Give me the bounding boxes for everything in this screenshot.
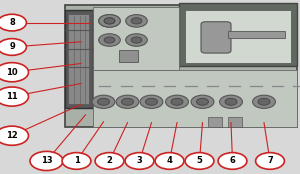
Text: 5: 5	[196, 156, 202, 165]
Circle shape	[146, 98, 158, 105]
Text: 13: 13	[41, 156, 52, 165]
Circle shape	[185, 153, 214, 169]
Circle shape	[0, 126, 28, 145]
Circle shape	[92, 95, 115, 108]
FancyBboxPatch shape	[178, 3, 297, 66]
Text: 12: 12	[6, 131, 18, 140]
FancyBboxPatch shape	[228, 117, 242, 127]
FancyBboxPatch shape	[64, 5, 297, 127]
Circle shape	[131, 37, 142, 43]
Circle shape	[256, 153, 284, 169]
Text: 7: 7	[267, 156, 273, 165]
Text: 2: 2	[106, 156, 112, 165]
Circle shape	[131, 18, 142, 24]
Circle shape	[0, 14, 26, 31]
Circle shape	[125, 153, 154, 169]
Circle shape	[258, 98, 270, 105]
FancyBboxPatch shape	[208, 117, 222, 127]
Circle shape	[155, 153, 184, 169]
Circle shape	[116, 95, 139, 108]
FancyBboxPatch shape	[64, 10, 93, 108]
Text: 8: 8	[9, 18, 15, 27]
Circle shape	[0, 63, 28, 82]
FancyBboxPatch shape	[228, 31, 285, 38]
Circle shape	[225, 98, 237, 105]
Circle shape	[98, 98, 110, 105]
Circle shape	[122, 98, 134, 105]
FancyBboxPatch shape	[118, 50, 138, 62]
Circle shape	[95, 153, 124, 169]
Circle shape	[0, 39, 26, 55]
Circle shape	[104, 18, 115, 24]
Circle shape	[126, 15, 147, 27]
Circle shape	[0, 87, 28, 106]
Circle shape	[218, 153, 247, 169]
Text: 6: 6	[230, 156, 236, 165]
Circle shape	[62, 153, 91, 169]
Circle shape	[99, 15, 120, 27]
Circle shape	[171, 98, 183, 105]
Text: 9: 9	[9, 42, 15, 52]
Circle shape	[99, 15, 120, 27]
Circle shape	[99, 34, 120, 46]
Circle shape	[196, 98, 208, 105]
Text: 4: 4	[167, 156, 172, 165]
FancyBboxPatch shape	[201, 22, 231, 53]
Circle shape	[30, 151, 63, 171]
Circle shape	[220, 95, 242, 108]
Circle shape	[140, 95, 163, 108]
FancyBboxPatch shape	[93, 70, 297, 127]
FancyBboxPatch shape	[93, 7, 178, 70]
Circle shape	[104, 18, 115, 24]
Circle shape	[253, 95, 275, 108]
Text: 1: 1	[74, 156, 80, 165]
Circle shape	[104, 37, 115, 43]
Text: 10: 10	[6, 68, 18, 77]
Circle shape	[191, 95, 214, 108]
FancyBboxPatch shape	[184, 10, 291, 63]
Text: 11: 11	[6, 92, 18, 101]
FancyBboxPatch shape	[68, 14, 88, 104]
Circle shape	[126, 34, 147, 46]
Text: 3: 3	[136, 156, 142, 165]
Circle shape	[166, 95, 188, 108]
